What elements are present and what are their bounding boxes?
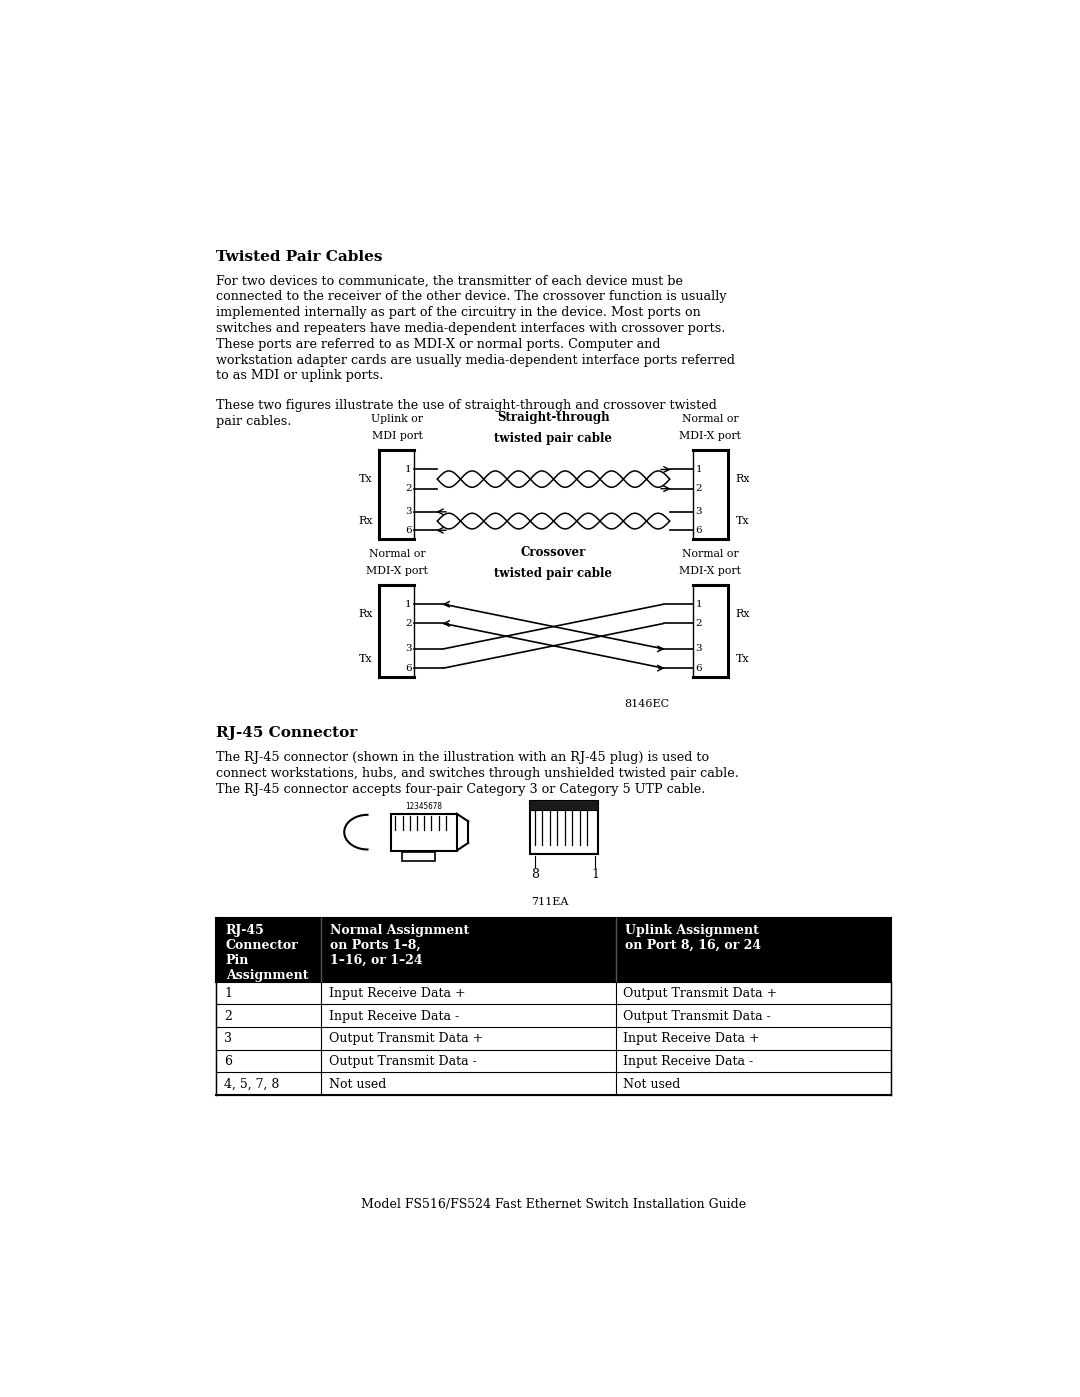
Text: Tx: Tx	[360, 474, 373, 485]
Text: 6: 6	[405, 664, 411, 672]
Text: twisted pair cable: twisted pair cable	[495, 567, 612, 580]
Text: 2: 2	[405, 619, 411, 629]
Text: implemented internally as part of the circuitry in the device. Most ports on: implemented internally as part of the ci…	[216, 306, 701, 320]
Text: switches and repeaters have media-dependent interfaces with crossover ports.: switches and repeaters have media-depend…	[216, 323, 726, 335]
Text: 6: 6	[405, 525, 411, 535]
Text: MDI-X port: MDI-X port	[679, 432, 741, 441]
Text: to as MDI or uplink ports.: to as MDI or uplink ports.	[216, 369, 383, 383]
Text: Crossover: Crossover	[521, 546, 586, 559]
Text: 3: 3	[225, 1032, 232, 1045]
Text: MDI port: MDI port	[372, 432, 422, 441]
Text: connected to the receiver of the other device. The crossover function is usually: connected to the receiver of the other d…	[216, 291, 727, 303]
Bar	[403, 852, 435, 862]
Text: 12345678: 12345678	[405, 802, 442, 810]
Text: 1: 1	[592, 869, 599, 882]
Text: Normal or: Normal or	[681, 549, 739, 559]
Text: For two devices to communicate, the transmitter of each device must be: For two devices to communicate, the tran…	[216, 275, 684, 288]
Text: Not used: Not used	[623, 1077, 680, 1091]
Text: Output Transmit Data -: Output Transmit Data -	[623, 1010, 771, 1023]
Text: Input Receive Data -: Input Receive Data -	[328, 1010, 459, 1023]
Text: The RJ-45 connector accepts four-pair Category 3 or Category 5 UTP cable.: The RJ-45 connector accepts four-pair Ca…	[216, 782, 705, 796]
Text: Input Receive Data -: Input Receive Data -	[623, 1055, 754, 1069]
Text: connect workstations, hubs, and switches through unshielded twisted pair cable.: connect workstations, hubs, and switches…	[216, 767, 739, 780]
Text: MDI-X port: MDI-X port	[679, 566, 741, 576]
Text: Input Receive Data +: Input Receive Data +	[328, 986, 465, 1000]
Text: Twisted Pair Cables: Twisted Pair Cables	[216, 250, 383, 264]
Bar	[216, 1073, 891, 1095]
Text: 1: 1	[405, 465, 411, 474]
Text: Normal or: Normal or	[681, 414, 739, 425]
Text: Rx: Rx	[359, 609, 373, 619]
Text: 6: 6	[225, 1055, 232, 1069]
Bar	[216, 982, 891, 1004]
Text: 3: 3	[405, 644, 411, 654]
Bar	[216, 1004, 891, 1027]
Text: twisted pair cable: twisted pair cable	[495, 432, 612, 444]
Text: MDI-X port: MDI-X port	[366, 566, 428, 576]
Text: 2: 2	[696, 485, 702, 493]
Text: Tx: Tx	[735, 515, 750, 527]
Text: 3: 3	[696, 644, 702, 654]
Bar	[530, 800, 598, 810]
Text: 2: 2	[405, 485, 411, 493]
Text: Rx: Rx	[735, 474, 751, 485]
Text: RJ-45
Connector
Pin
Assignment: RJ-45 Connector Pin Assignment	[226, 923, 308, 982]
Text: 1: 1	[696, 465, 702, 474]
Text: 1: 1	[225, 986, 232, 1000]
Text: RJ-45 Connector: RJ-45 Connector	[216, 726, 357, 740]
Text: Straight-through: Straight-through	[497, 411, 610, 423]
Text: 2: 2	[225, 1010, 232, 1023]
Text: Not used: Not used	[328, 1077, 387, 1091]
Text: Tx: Tx	[360, 654, 373, 664]
Text: These ports are referred to as MDI-X or normal ports. Computer and: These ports are referred to as MDI-X or …	[216, 338, 661, 351]
Text: 6: 6	[696, 664, 702, 672]
Text: These two figures illustrate the use of straight-through and crossover twisted: These two figures illustrate the use of …	[216, 400, 717, 412]
Bar	[391, 813, 457, 851]
Text: 711EA: 711EA	[531, 897, 568, 907]
Text: Output Transmit Data +: Output Transmit Data +	[328, 1032, 483, 1045]
Text: Normal or: Normal or	[368, 549, 426, 559]
Text: 1: 1	[405, 599, 411, 609]
Text: 3: 3	[405, 507, 411, 517]
Text: Output Transmit Data -: Output Transmit Data -	[328, 1055, 476, 1069]
Text: The RJ-45 connector (shown in the illustration with an RJ-45 plug) is used to: The RJ-45 connector (shown in the illust…	[216, 752, 710, 764]
Text: Output Transmit Data +: Output Transmit Data +	[623, 986, 778, 1000]
Text: Rx: Rx	[735, 609, 751, 619]
Bar	[530, 800, 598, 855]
Text: 8: 8	[531, 869, 539, 882]
Text: Uplink or: Uplink or	[370, 414, 423, 425]
Text: 6: 6	[696, 525, 702, 535]
Text: Tx: Tx	[735, 654, 750, 664]
Text: pair cables.: pair cables.	[216, 415, 292, 427]
Text: Input Receive Data +: Input Receive Data +	[623, 1032, 760, 1045]
Bar	[216, 1027, 891, 1049]
Bar	[216, 1049, 891, 1073]
Text: 4, 5, 7, 8: 4, 5, 7, 8	[225, 1077, 280, 1091]
Text: Normal Assignment
on Ports 1–8,
1–16, or 1–24: Normal Assignment on Ports 1–8, 1–16, or…	[330, 923, 470, 967]
Text: workstation adapter cards are usually media-dependent interface ports referred: workstation adapter cards are usually me…	[216, 353, 735, 366]
Text: 3: 3	[696, 507, 702, 517]
Text: 1: 1	[696, 599, 702, 609]
Text: Model FS516/FS524 Fast Ethernet Switch Installation Guide: Model FS516/FS524 Fast Ethernet Switch I…	[361, 1199, 746, 1211]
Text: Rx: Rx	[359, 515, 373, 527]
Text: Uplink Assignment
on Port 8, 16, or 24: Uplink Assignment on Port 8, 16, or 24	[625, 923, 761, 951]
Bar	[216, 918, 891, 982]
Text: 8146EC: 8146EC	[624, 698, 670, 708]
Text: 2: 2	[696, 619, 702, 629]
